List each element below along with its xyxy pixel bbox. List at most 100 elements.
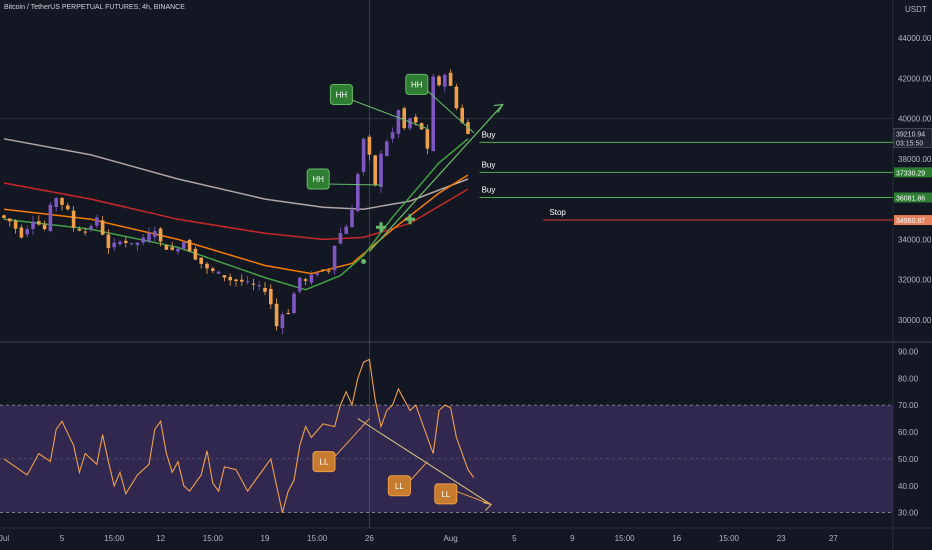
- candle-body: [42, 224, 47, 230]
- time-tick-label: 15:00: [203, 534, 224, 543]
- candle-body: [83, 231, 87, 233]
- candle-body: [251, 283, 256, 285]
- candle-body: [286, 313, 290, 315]
- time-tick-label: 27: [829, 534, 838, 543]
- rsi-tick-label: 80.00: [898, 374, 919, 383]
- candle-body: [408, 118, 412, 129]
- level-price-tag: 34960.87: [896, 218, 925, 225]
- price-tick-label: 38000.00: [898, 155, 932, 164]
- candle-body: [431, 76, 435, 152]
- moving-average-line: [3, 138, 469, 210]
- candle-body: [95, 217, 99, 226]
- candle-body: [158, 228, 163, 242]
- level-price-tag-bg: [894, 167, 932, 178]
- candle-body: [292, 293, 296, 314]
- hh-callout-box: [306, 168, 330, 190]
- current-price-tag-bg: [893, 128, 932, 149]
- candle-body: [269, 288, 273, 305]
- hh-callout-box: [405, 73, 429, 95]
- candle-body: [425, 129, 430, 149]
- candle-body: [89, 226, 93, 230]
- callout-pointer: [327, 183, 382, 186]
- candle-body: [437, 76, 441, 86]
- time-tick-label: 15:00: [104, 534, 125, 543]
- candle-body: [211, 268, 215, 271]
- candle-body: [338, 233, 343, 244]
- price-tick-label: 42000.00: [898, 74, 932, 83]
- candle-body: [390, 132, 395, 139]
- candle-body: [332, 245, 337, 271]
- time-tick-label: 26: [365, 534, 374, 543]
- candle-body: [71, 210, 76, 228]
- candle-body: [2, 215, 6, 218]
- candle-body: [228, 276, 232, 281]
- candle-body: [216, 271, 221, 274]
- candle-body: [118, 241, 122, 245]
- price-tick-label: 32000.00: [898, 276, 932, 285]
- candle-body: [199, 257, 203, 264]
- candle-body: [396, 110, 401, 134]
- candle-body: [240, 279, 244, 282]
- candle-body: [13, 220, 18, 229]
- moving-average-line: [3, 138, 469, 291]
- candle-body: [170, 247, 174, 250]
- candle-body: [234, 279, 238, 282]
- candle-body: [379, 153, 383, 187]
- ll-callout-box: [434, 483, 458, 505]
- candle-body: [135, 242, 140, 245]
- candle-body: [367, 136, 372, 155]
- rsi-trendline-arrow: [483, 502, 493, 511]
- candle-body: [112, 242, 116, 248]
- candle-body: [106, 234, 111, 249]
- rsi-tick-label: 50.00: [898, 455, 919, 464]
- candle-body: [37, 221, 41, 225]
- candle-body: [443, 75, 447, 87]
- candle-body: [373, 155, 377, 186]
- rsi-line: [3, 358, 475, 513]
- candle-body: [280, 314, 285, 329]
- price-tick-label: 44000.00: [898, 34, 932, 43]
- candle-body: [448, 72, 453, 86]
- time-tick-label: 23: [777, 534, 786, 543]
- ll-callout-box: [312, 451, 336, 473]
- ll-callout-label: LL: [320, 458, 329, 467]
- candle-body: [193, 248, 198, 260]
- price-tick-label: 34000.00: [898, 235, 932, 244]
- price-tick-label: 40000.00: [898, 115, 932, 124]
- trend-arrow-line: [368, 104, 504, 252]
- level-price-tag: 36081.86: [896, 195, 925, 202]
- candle-body: [361, 138, 366, 172]
- candle-body: [54, 197, 58, 207]
- ll-callout-label: LL: [441, 490, 450, 499]
- signal-dot: [361, 259, 367, 265]
- plus-marker: [405, 214, 415, 225]
- countdown-label: 03:15:50: [896, 141, 923, 148]
- plus-marker: [376, 222, 386, 233]
- hh-callout-box: [329, 83, 353, 105]
- candle-body: [48, 204, 53, 231]
- candle-body: [129, 243, 134, 245]
- hh-callout-label: HH: [411, 80, 423, 89]
- candle-body: [414, 116, 418, 123]
- time-tick-label: 15:00: [719, 534, 740, 543]
- time-tick-label: Jul: [0, 534, 9, 543]
- rsi-trendline: [357, 418, 492, 505]
- candle-body: [187, 239, 192, 252]
- time-tick-label: 16: [672, 534, 681, 543]
- candle-body: [66, 205, 70, 210]
- candle-body: [205, 263, 209, 269]
- time-tick-label: 15:00: [307, 534, 328, 543]
- candle-body: [402, 108, 406, 129]
- rsi-tick-label: 30.00: [898, 509, 919, 518]
- candle-body: [309, 274, 314, 283]
- level-price-tag-bg: [894, 215, 932, 226]
- time-tick-label: 12: [156, 534, 165, 543]
- callout-pointer: [425, 89, 475, 134]
- candle-body: [344, 226, 348, 234]
- level-label: Buy: [482, 160, 496, 169]
- hh-callout-label: HH: [312, 175, 324, 184]
- candle-body: [77, 229, 82, 231]
- current-price-label: 39210.94: [896, 132, 925, 139]
